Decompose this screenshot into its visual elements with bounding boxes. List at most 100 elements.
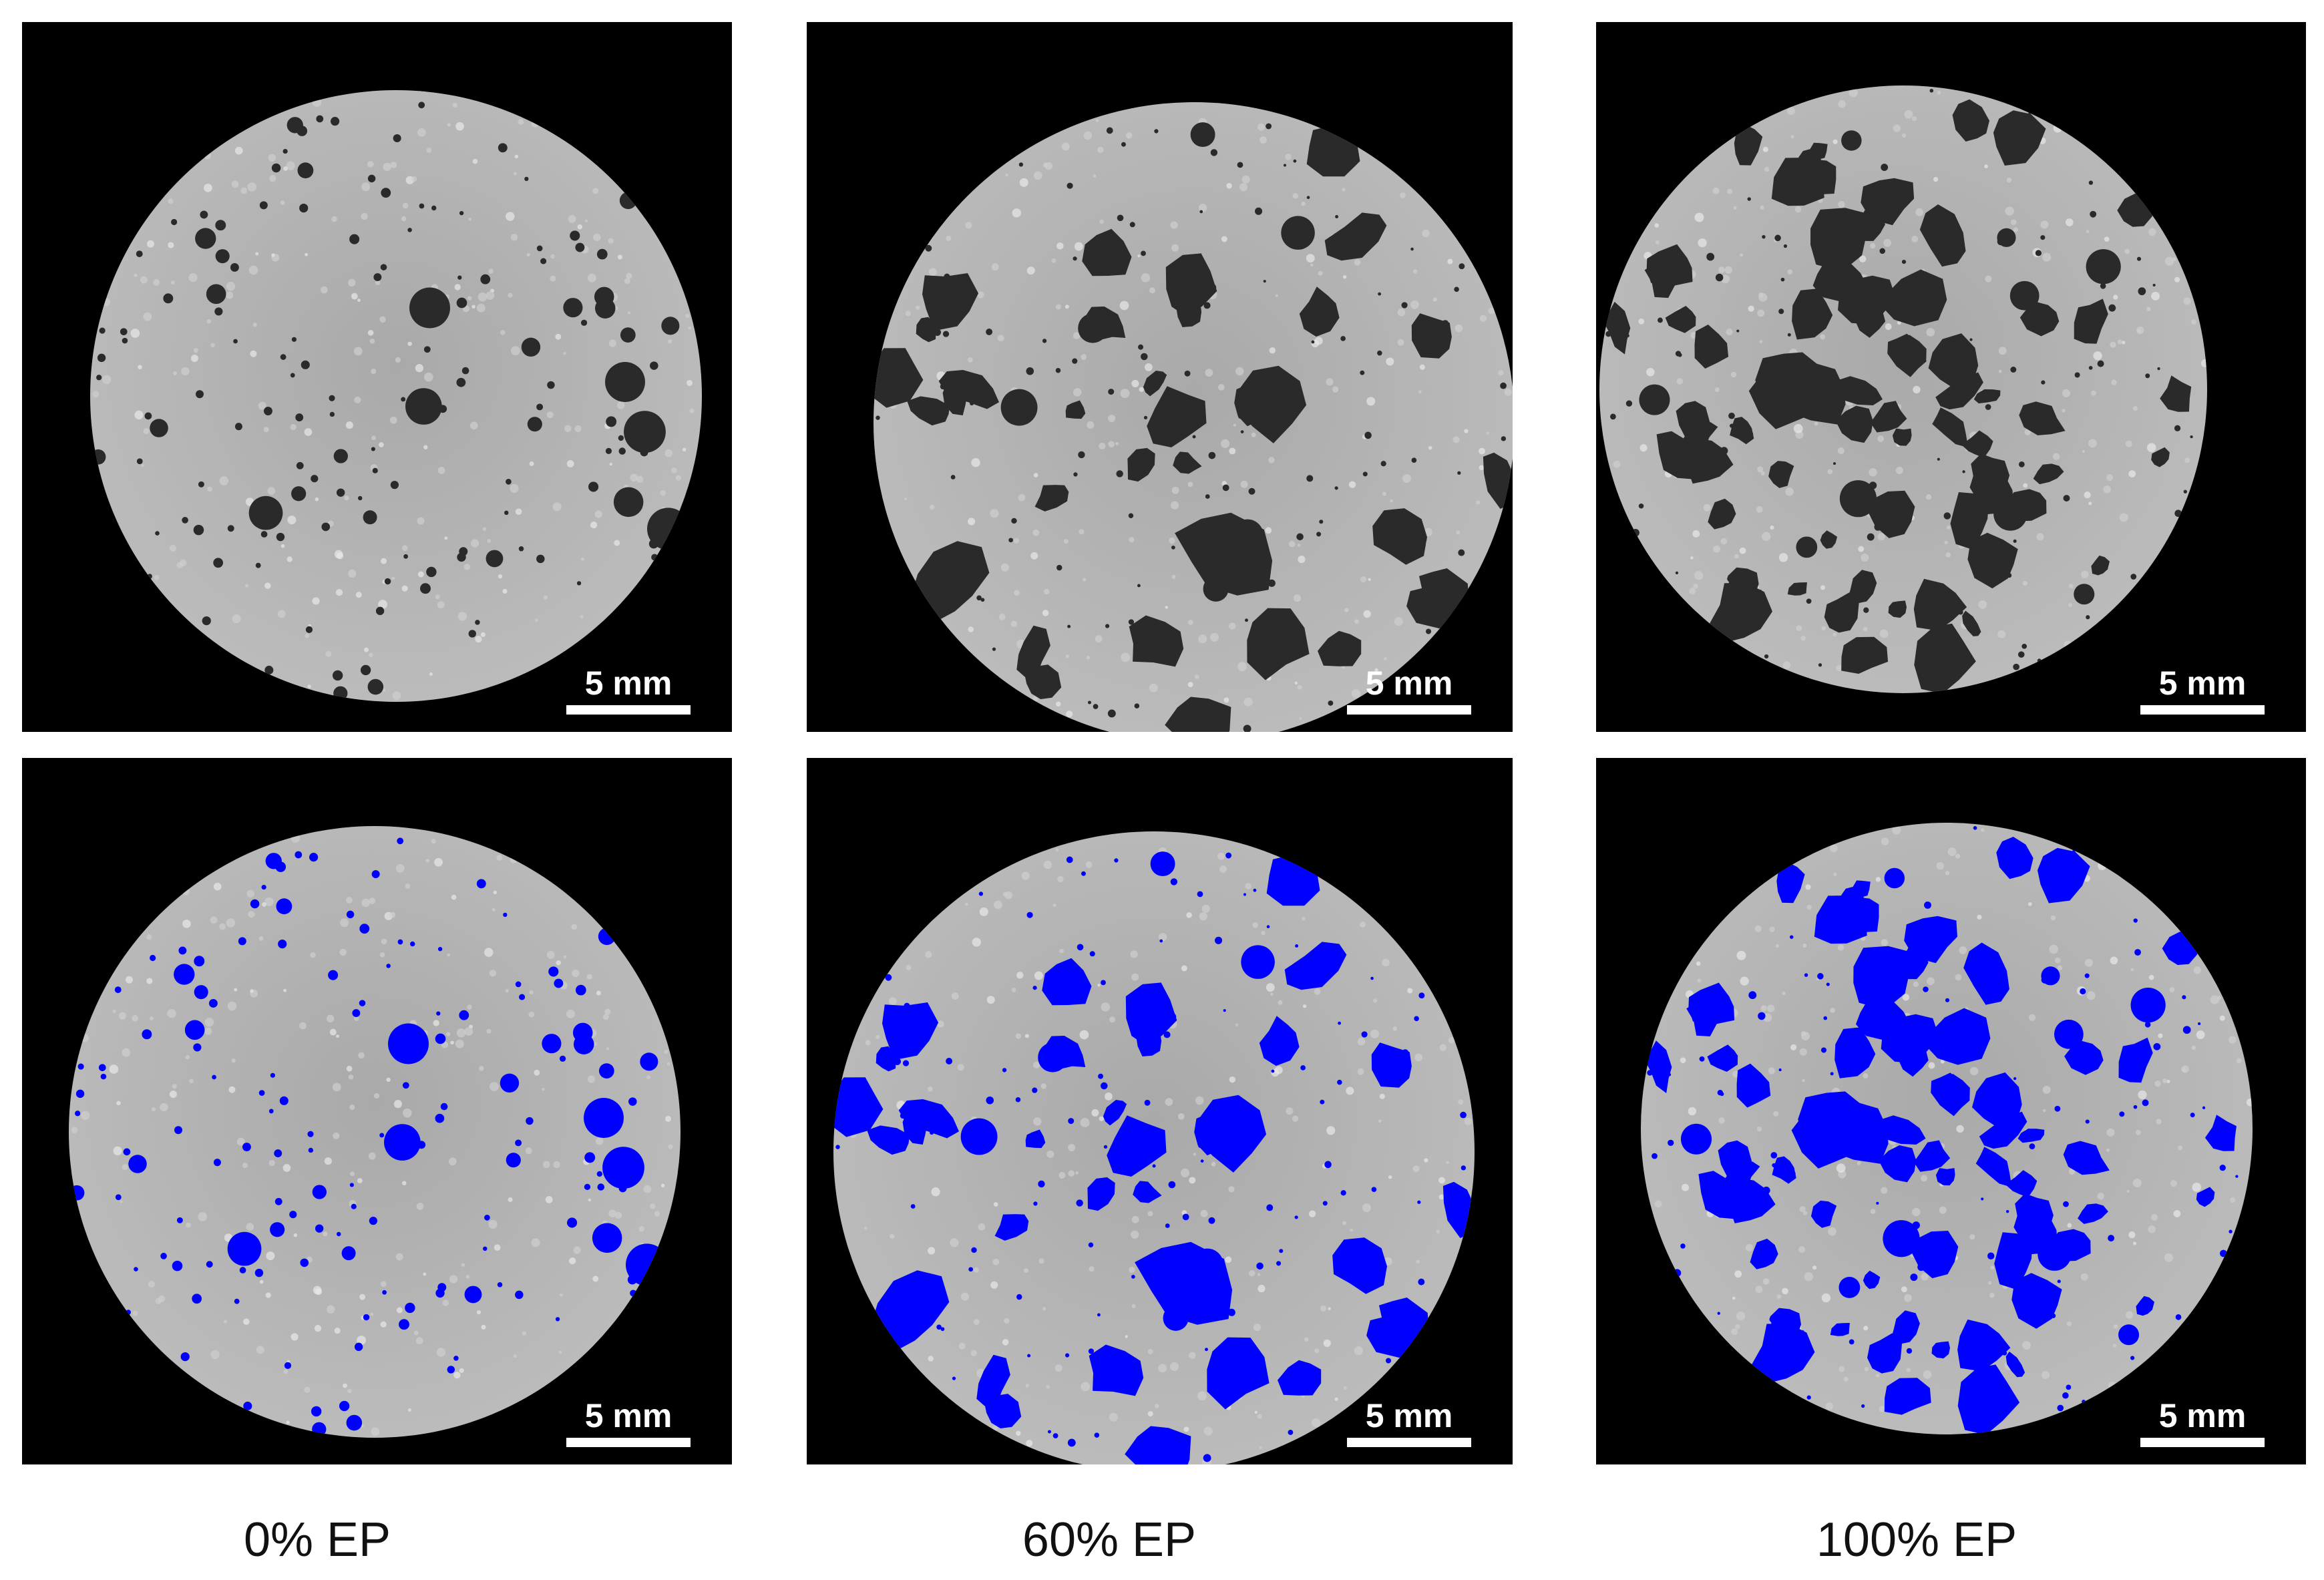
pore	[1885, 1028, 1892, 1034]
pore	[1340, 1190, 1346, 1196]
pore	[435, 1033, 446, 1044]
pore	[596, 248, 608, 260]
pore	[1973, 826, 1977, 830]
pore	[1171, 545, 1175, 550]
pore	[1847, 570, 1877, 604]
pore	[1715, 273, 1724, 282]
pore	[1841, 636, 1889, 674]
pore	[1788, 1170, 1796, 1177]
pore	[1901, 260, 1907, 264]
pore	[279, 1096, 288, 1105]
pore	[1647, 1070, 1653, 1076]
pore	[1849, 880, 1871, 898]
pore	[278, 939, 287, 949]
scale-bar-label: 5 mm	[1365, 1397, 1453, 1434]
pore	[459, 1010, 469, 1020]
pore	[1197, 1143, 1203, 1149]
pore	[239, 1267, 246, 1273]
pore	[1792, 288, 1833, 340]
pore	[315, 1224, 324, 1233]
ct-scan-100ep-segmented: 5 mm	[1596, 758, 2306, 1464]
pore	[1276, 1261, 1282, 1266]
pore	[1890, 1310, 1920, 1344]
pore	[1746, 431, 1754, 438]
pore	[1191, 1248, 1223, 1281]
pore	[1042, 339, 1047, 343]
pore	[1047, 1430, 1052, 1434]
pore	[992, 647, 996, 651]
pore	[1107, 709, 1116, 718]
pore	[1887, 333, 1927, 377]
pore	[576, 581, 582, 586]
pore	[1203, 576, 1229, 602]
pore	[1125, 982, 1177, 1046]
pore	[526, 1117, 534, 1125]
pore	[193, 524, 204, 536]
pore	[1215, 936, 1223, 944]
pore	[1410, 247, 1414, 251]
pore	[1919, 204, 1966, 267]
pore	[1089, 951, 1095, 957]
pore	[333, 686, 348, 701]
pore	[1849, 1339, 1855, 1345]
pore	[397, 939, 403, 945]
pore	[2057, 1279, 2061, 1283]
pore	[1311, 340, 1315, 344]
pore	[1296, 533, 1304, 541]
pore	[902, 1107, 928, 1145]
pore	[2157, 367, 2160, 371]
pore	[2204, 1115, 2237, 1151]
pore	[375, 606, 385, 616]
pore	[986, 329, 993, 335]
pore	[1200, 1159, 1204, 1163]
pore	[1820, 530, 1838, 549]
pore	[1263, 280, 1266, 283]
pore	[1708, 498, 1736, 530]
pore	[227, 525, 234, 532]
pore	[1121, 142, 1126, 147]
pore	[1736, 1063, 1771, 1108]
pore	[1117, 214, 1124, 222]
pore	[618, 435, 624, 441]
pore	[555, 1317, 560, 1322]
pore	[640, 1052, 658, 1071]
pore	[1033, 1201, 1038, 1206]
pore	[1411, 313, 1452, 359]
pore	[1173, 451, 1202, 474]
pore	[336, 488, 345, 497]
pore	[99, 327, 106, 334]
pore	[1168, 1012, 1177, 1021]
scale-bar-line	[566, 705, 691, 715]
pore	[1266, 855, 1320, 906]
pore	[1929, 88, 1934, 93]
pore	[1401, 302, 1408, 309]
pore	[405, 1302, 415, 1314]
pore	[163, 293, 174, 304]
pore	[1194, 418, 1199, 423]
pore	[1734, 125, 1763, 166]
specimen-disc	[90, 90, 702, 702]
pore	[504, 510, 509, 516]
scale-bar: 5 mm	[2140, 1399, 2265, 1447]
pore	[468, 630, 476, 638]
pore	[548, 966, 559, 977]
pore	[1884, 1378, 1931, 1415]
pore	[1847, 897, 1879, 934]
pore	[1870, 401, 1907, 433]
pore	[1026, 367, 1034, 375]
pore	[1016, 625, 1050, 678]
pore	[1459, 263, 1465, 270]
pore	[1026, 912, 1033, 918]
specimen-image	[90, 90, 702, 702]
pore	[1668, 1139, 1674, 1147]
pore	[1500, 382, 1507, 389]
pore	[349, 234, 360, 244]
pore	[393, 134, 401, 143]
pore	[1032, 986, 1037, 990]
pore	[1626, 334, 1629, 338]
pore	[1816, 1125, 1849, 1153]
pore	[440, 1103, 448, 1111]
pore	[559, 1055, 566, 1062]
pore	[942, 378, 968, 415]
pore	[1924, 1008, 1991, 1065]
